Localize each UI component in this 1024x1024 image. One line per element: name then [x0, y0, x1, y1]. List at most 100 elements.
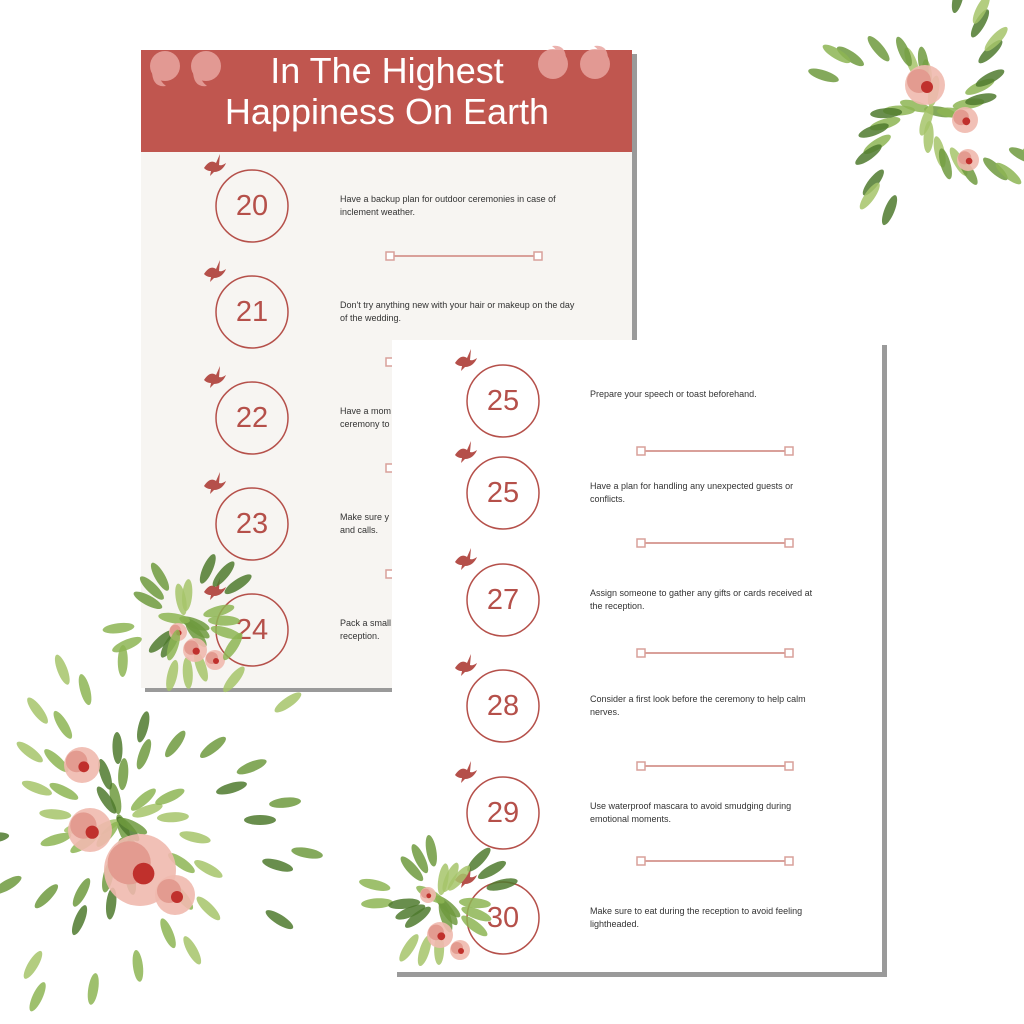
item-number: 30	[487, 902, 519, 934]
leaf	[130, 788, 156, 811]
title-line: Happiness On Earth	[225, 91, 549, 132]
tip-text: nerves.	[590, 707, 620, 717]
leaf	[855, 144, 882, 165]
tip-text: inclement weather.	[340, 207, 415, 217]
flower-center	[962, 117, 971, 126]
flower-center	[921, 81, 933, 93]
leaf	[461, 915, 488, 937]
item-number: 21	[236, 296, 268, 328]
leaf	[442, 862, 459, 892]
divider-end	[636, 761, 646, 771]
leaf	[166, 629, 181, 661]
leaf	[23, 950, 43, 979]
flower-center	[171, 891, 183, 903]
leaf	[179, 831, 211, 844]
leaf	[39, 809, 72, 820]
leaf	[399, 934, 419, 962]
divider-end	[784, 538, 794, 548]
leaf	[291, 847, 323, 859]
divider-end	[784, 648, 794, 658]
leaf	[223, 666, 245, 693]
leaf	[182, 656, 193, 689]
leaf	[467, 847, 491, 872]
leaf	[118, 758, 129, 791]
tip-text: Have a plan for handling any unexpected …	[590, 481, 793, 491]
leaf	[425, 834, 437, 867]
leaf	[155, 788, 185, 805]
tip-text: the reception.	[590, 601, 645, 611]
divider-end	[385, 251, 395, 261]
number-circle	[466, 364, 540, 438]
leaf	[388, 898, 421, 910]
leaf	[183, 936, 202, 965]
leaf	[200, 736, 226, 758]
leaf	[203, 604, 235, 618]
divider-end	[784, 761, 794, 771]
leaf	[1008, 147, 1024, 164]
leaf	[112, 636, 142, 653]
leaf	[236, 759, 267, 775]
leaf	[158, 612, 190, 624]
leaf	[87, 973, 99, 1005]
leaf	[160, 918, 176, 949]
flower-center	[458, 948, 464, 954]
leaf	[995, 162, 1022, 185]
item-number: 20	[236, 190, 268, 222]
quote-marks	[150, 45, 610, 87]
leaf	[461, 906, 492, 922]
tip-text: lightheaded.	[590, 919, 639, 929]
leaf	[975, 69, 1005, 87]
leaf	[400, 856, 424, 882]
number-circle	[215, 275, 289, 349]
item-number: 23	[236, 508, 268, 540]
leaf	[224, 574, 252, 595]
leaf	[16, 741, 43, 763]
leaf	[836, 46, 864, 67]
divider-end	[636, 538, 646, 548]
leaf	[112, 732, 123, 765]
front-content: 25 Prepare your speech or toast beforehan…	[455, 349, 813, 955]
number-circle	[215, 381, 289, 455]
leaf	[972, 0, 990, 24]
tip-text: Pack a small	[340, 618, 391, 628]
leaf	[881, 195, 898, 226]
number-circle	[466, 669, 540, 743]
tip-text: reception.	[340, 631, 380, 641]
leaf	[102, 622, 135, 634]
tip-text: Have a backup plan for outdoor ceremonie…	[340, 194, 556, 204]
flower-center	[965, 157, 973, 165]
item-number: 22	[236, 402, 268, 434]
leaf	[210, 625, 242, 640]
leaf	[274, 692, 302, 713]
leaf	[951, 0, 965, 14]
leaf	[870, 107, 903, 119]
leaf	[0, 832, 10, 844]
flower-center	[192, 647, 200, 655]
leaf	[49, 782, 79, 800]
divider-end	[636, 856, 646, 866]
leaf	[216, 781, 247, 795]
flower-center	[426, 893, 432, 899]
leaf	[137, 711, 150, 743]
tip-text: Prepare your speech or toast beforehand.	[590, 389, 757, 399]
tip-text: Use waterproof mascara to avoid smudging…	[590, 801, 791, 811]
leaf	[139, 576, 164, 600]
title-line: In The Highest	[270, 50, 503, 91]
flower-center	[85, 825, 99, 839]
tip-text: ceremony to	[340, 419, 390, 429]
number-circle	[466, 563, 540, 637]
item-number: 25	[487, 385, 519, 417]
tip-text: Make sure to eat during the reception to…	[590, 906, 802, 916]
number-circle	[466, 456, 540, 530]
leaf	[133, 591, 163, 609]
leaf	[859, 182, 880, 210]
item-number: 28	[487, 690, 519, 722]
leaf	[156, 812, 189, 823]
leaf	[166, 659, 179, 692]
flower-center	[213, 658, 219, 664]
tip-text: emotional moments.	[590, 814, 671, 824]
leaf	[395, 904, 426, 920]
leaf	[29, 982, 46, 1012]
